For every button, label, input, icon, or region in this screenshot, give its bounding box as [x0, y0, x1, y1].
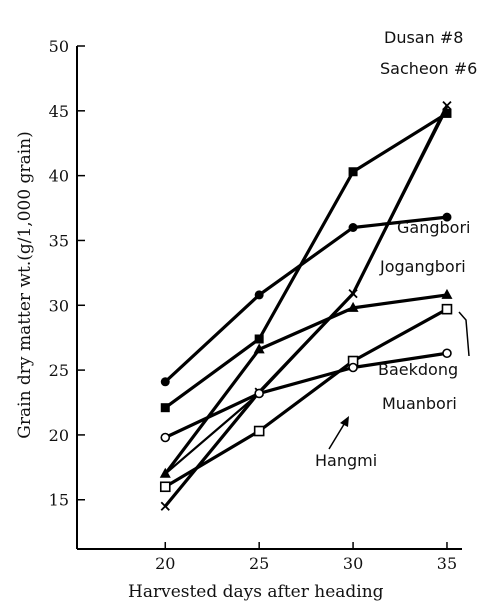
series-label-dusan: Dusan #8 [384, 28, 463, 47]
marker-jogangbori [253, 343, 265, 354]
y-tick-label: 30 [49, 296, 69, 315]
marker-baekdong [441, 303, 453, 315]
marker-baekdong [159, 481, 171, 493]
series-label-gangbori: Gangbori [397, 218, 470, 237]
marker-muanbori [348, 362, 358, 373]
line-dusan-8 [164, 112, 448, 409]
marker-baekdong [253, 425, 265, 437]
marker-muanbori [254, 388, 264, 399]
x-tick-label: 35 [437, 554, 457, 573]
y-tick-label: 20 [49, 426, 69, 445]
y-tick-label: 35 [49, 231, 69, 250]
marker-sacheon-6 [442, 100, 452, 111]
line-jogangbori [163, 293, 448, 475]
marker-jogangbori [159, 467, 171, 478]
marker-dusan-8 [442, 108, 452, 118]
marker-gangbori [442, 212, 452, 222]
marker-dusan-8 [348, 167, 358, 177]
y-tick-label: 45 [49, 102, 69, 121]
axes [76, 46, 462, 550]
marker-muanbori [442, 348, 452, 359]
marker-gangbori [160, 377, 170, 387]
line-muanbori [164, 351, 448, 439]
y-tick-label: 25 [49, 361, 69, 380]
marker-dusan-8 [160, 403, 170, 413]
line-sacheon-6 [164, 104, 449, 508]
marker-gangbori [348, 222, 358, 232]
x-tick-label: 25 [249, 554, 269, 573]
series-label-muanbori: Muanbori [382, 394, 457, 413]
hangmi-pointer [328, 420, 347, 450]
hangmi-pointer-arrowhead [340, 416, 349, 427]
line-hangmi [164, 107, 448, 475]
y-tick-label: 50 [49, 37, 69, 56]
series-label-sacheon: Sacheon #6 [380, 59, 477, 78]
series-label-hangmi: Hangmi [315, 451, 377, 470]
series-label-jogangbori: Jogangbori [379, 257, 466, 276]
y-tick-label: 40 [49, 167, 69, 186]
y-tick-label: 15 [49, 491, 69, 510]
x-axis-title: Harvested days after heading [128, 582, 384, 602]
line-gangbori [164, 215, 448, 383]
marker-muanbori [160, 432, 171, 443]
marker-dusan-8 [254, 334, 264, 344]
marker-jogangbori [441, 288, 453, 299]
marker-gangbori [254, 290, 264, 300]
marker-sacheon-6 [348, 288, 358, 299]
x-tick-label: 20 [155, 554, 175, 573]
series-markers [159, 100, 453, 511]
line-baekdong [164, 307, 448, 489]
series-lines [163, 104, 449, 508]
marker-jogangbori [347, 301, 359, 312]
baekdong-pointer [458, 311, 470, 357]
marker-sacheon-6 [160, 501, 170, 511]
series-label-baekdong: Baekdong [378, 360, 458, 379]
ticks: 20 25 30 35 15 20 25 30 35 40 45 50 [49, 37, 458, 573]
x-tick-label: 30 [343, 554, 363, 573]
y-axis-title: Grain dry matter wt.(g/1,000 grain) [15, 131, 35, 438]
